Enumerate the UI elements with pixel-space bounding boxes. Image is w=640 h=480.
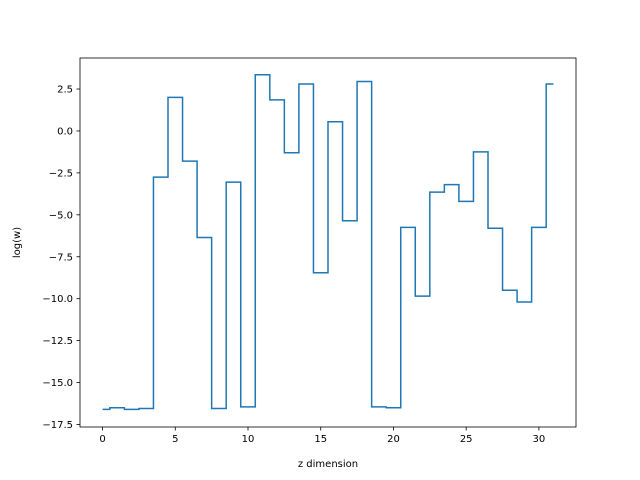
y-tick-label: −5.0	[49, 210, 73, 221]
plot-area	[102, 74, 554, 411]
y-axis-ticks: 2.5 0.0 −2.5 −5.0 −7.5 −10.0 −12.5 −15.0 −17.5	[42, 85, 80, 431]
y-axis-label: log(w)	[12, 227, 23, 258]
series-step-line	[102, 74, 554, 411]
x-tick-label: 15	[314, 434, 327, 445]
y-tick-label: −7.5	[49, 252, 73, 263]
x-tick-label: 30	[533, 434, 546, 445]
x-tick-label: 5	[172, 434, 178, 445]
x-tick-label: 20	[387, 434, 400, 445]
y-tick-label: −10.0	[42, 294, 73, 305]
y-tick-label: 0.0	[57, 126, 73, 137]
y-tick-label: −15.0	[42, 378, 73, 389]
axes-frame	[79, 57, 577, 428]
y-tick-label: 2.5	[57, 85, 73, 96]
y-tick-label: −12.5	[42, 336, 73, 347]
y-tick-label: −17.5	[42, 420, 73, 431]
x-tick-label: 0	[99, 434, 105, 445]
x-axis-ticks: 0 5 10 15 20 25 30	[99, 427, 545, 445]
y-tick-label: −2.5	[49, 168, 73, 179]
x-tick-label: 10	[242, 434, 255, 445]
x-axis-label: z dimension	[298, 459, 358, 470]
x-tick-label: 25	[460, 434, 473, 445]
